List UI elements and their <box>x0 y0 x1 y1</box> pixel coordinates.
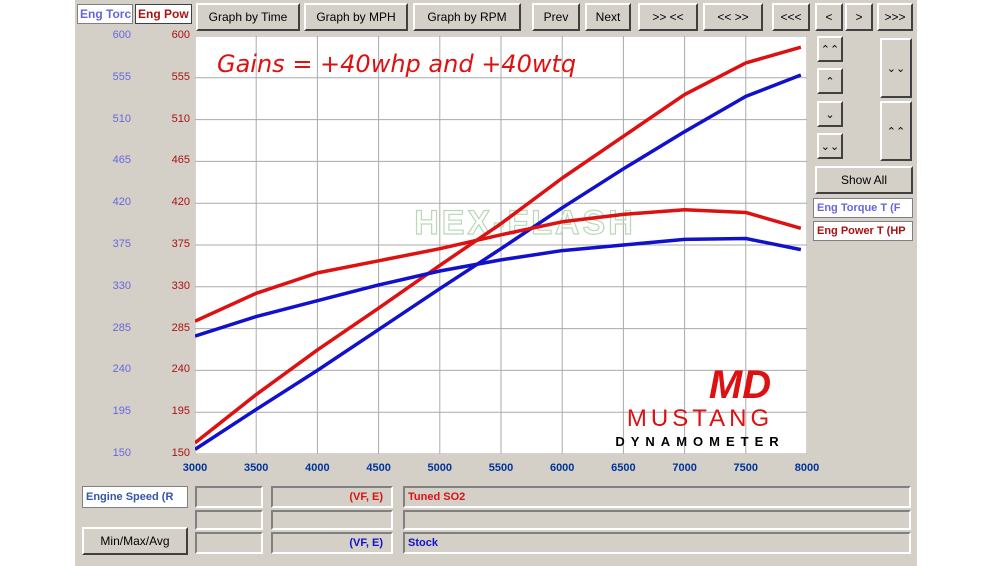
dyno-chart: HEX-FLASH Gains = +40whp and +40wtq MD M… <box>193 35 808 455</box>
left-axis-tick-label: 465 <box>112 154 131 167</box>
scroll-up-button[interactable]: ⌃ <box>817 68 843 94</box>
right-axis-tick-label: 555 <box>171 70 190 83</box>
chart-plot-area: HEX-FLASH Gains = +40whp and +40wtq MD M… <box>193 35 808 455</box>
mustang-dynamometer-logo: MD MUSTANG DYNAMOMETER <box>615 363 784 449</box>
watermark: HEX-FLASH <box>414 204 636 242</box>
prev-button[interactable]: Prev <box>532 3 580 31</box>
right-axis-tick-label: 375 <box>171 238 190 250</box>
right-axis-tick-label: 150 <box>171 447 190 459</box>
tuned-run-label: Tuned SO2 <box>403 486 911 508</box>
right-axis-tick-label: 510 <box>171 112 190 125</box>
dyno-app-window: Eng Torc Eng Pow Graph by Time Graph by … <box>75 0 917 566</box>
graph-by-mph-button[interactable]: Graph by MPH <box>304 3 408 31</box>
x-axis-tick-label: 4000 <box>305 462 330 474</box>
scroll-down-button[interactable]: ⌄ <box>817 101 843 127</box>
logo-dynamometer-text: DYNAMOMETER <box>615 434 784 449</box>
x-axis-tick-label: 7000 <box>672 462 697 474</box>
left-axis-tick-label: 285 <box>112 321 131 334</box>
value-cell <box>271 510 393 530</box>
tuned-power-line <box>193 45 802 445</box>
x-axis-tick-label: 5500 <box>488 462 514 474</box>
min-max-avg-button[interactable]: Min/Max/Avg <box>82 527 188 555</box>
left-axis-tick-label: 240 <box>112 363 131 376</box>
left-axis-tick-label: 600 <box>112 29 131 41</box>
left-axis-tick-label: 555 <box>112 70 131 83</box>
logo-mustang-text: MUSTANG <box>627 405 773 432</box>
gains-annotation: Gains = +40whp and +40wtq <box>217 50 576 78</box>
x-axis-tick-label: 4500 <box>366 462 391 474</box>
value-cell <box>403 510 911 530</box>
scroll-first-button[interactable]: <<< <box>772 3 810 31</box>
left-axis-tick-label: 195 <box>112 405 131 418</box>
right-axis-tick-label: 600 <box>171 29 190 41</box>
graph-by-rpm-button[interactable]: Graph by RPM <box>413 3 521 31</box>
show-all-button[interactable]: Show All <box>815 166 913 194</box>
expand-top-button[interactable]: ⌄⌄ <box>880 38 912 98</box>
legend-eng-torque[interactable]: Eng Torque T (F <box>813 198 913 218</box>
right-axis-tick-label: 195 <box>171 405 190 418</box>
x-axis-tick-label: 6500 <box>611 462 636 474</box>
md-logo-mark: MD <box>709 363 771 407</box>
stock-torque-line <box>194 236 802 338</box>
zoom-in-button[interactable]: >> << <box>638 3 698 31</box>
left-axis-tick-label: 510 <box>112 112 131 125</box>
scroll-up-fast-button[interactable]: ⌃⌃ <box>817 36 843 62</box>
scroll-left-button[interactable]: < <box>815 3 843 31</box>
right-axis-tick-label: 420 <box>171 196 190 209</box>
left-axis-tick-label: 330 <box>112 279 131 292</box>
tuned-units-field: (VF, E) <box>271 486 393 508</box>
x-axis-tick-label: 8000 <box>794 462 820 474</box>
x-axis-tick-label: 7500 <box>733 462 759 474</box>
right-axis-tick-label: 285 <box>171 321 190 334</box>
tuned-torque-line <box>194 207 802 323</box>
x-axis-tick-label: 3500 <box>243 462 269 474</box>
left-axis-tick-label: 150 <box>112 447 131 459</box>
left-axis-tick-label: 420 <box>112 196 131 209</box>
value-cell <box>195 486 263 508</box>
engine-speed-field[interactable]: Engine Speed (R <box>82 486 188 508</box>
next-button[interactable]: Next <box>585 3 631 31</box>
legend-eng-power[interactable]: Eng Power T (HP <box>813 221 913 241</box>
scroll-last-button[interactable]: >>> <box>877 3 913 31</box>
value-cell <box>195 510 263 530</box>
x-axis-tick-label: 5000 <box>427 462 453 474</box>
stock-power-line <box>194 73 802 451</box>
x-axis-tick-label: 6000 <box>549 462 575 474</box>
scroll-down-fast-button[interactable]: ⌄⌄ <box>817 133 843 159</box>
right-axis-tick-label: 330 <box>171 279 190 292</box>
value-cell <box>195 532 263 554</box>
x-axis-tick-label: 3000 <box>182 462 208 474</box>
tab-eng-torque[interactable]: Eng Torc <box>77 4 133 24</box>
graph-by-time-button[interactable]: Graph by Time <box>196 3 300 31</box>
stock-units-field: (VF, E) <box>271 532 393 554</box>
right-axis-tick-label: 465 <box>171 154 190 167</box>
expand-bottom-button[interactable]: ⌃⌃ <box>880 101 912 161</box>
tab-eng-power[interactable]: Eng Pow <box>135 4 192 24</box>
stock-run-label: Stock <box>403 532 911 554</box>
left-axis-tick-label: 375 <box>112 238 131 250</box>
scroll-right-button[interactable]: > <box>845 3 873 31</box>
zoom-out-button[interactable]: << >> <box>703 3 763 31</box>
right-axis-tick-label: 240 <box>171 363 190 376</box>
